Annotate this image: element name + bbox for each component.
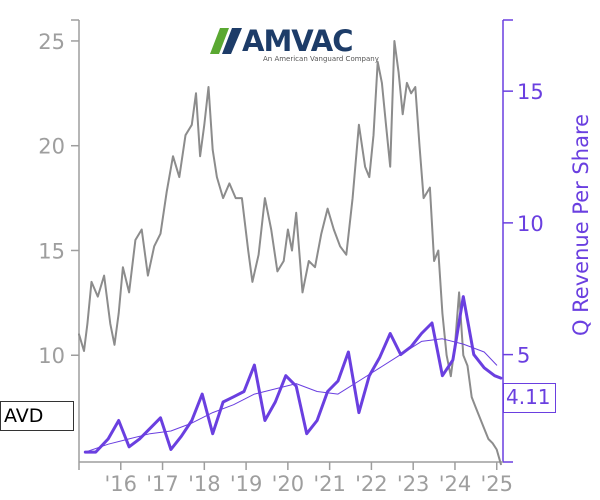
x-tick-label: '21 (313, 472, 346, 496)
x-tick-label: '24 (439, 472, 472, 496)
left-tick-label: 20 (38, 135, 65, 159)
price-line (78, 40, 502, 466)
x-tick-label: '20 (272, 472, 305, 496)
right-axis-label: Q Revenue Per Share (569, 113, 593, 337)
logo-mark-icon (210, 28, 242, 54)
left-tick-label: 25 (38, 30, 65, 54)
ticks-group: 10 15 20 25 5 10 15 '16 '17 '18 '19 '20 '21 '22 '23 '24… (38, 30, 543, 496)
right-tick-label: 15 (517, 80, 544, 104)
revenue-line (83, 295, 503, 454)
series-group (78, 40, 503, 466)
right-tick-label: 5 (517, 344, 530, 368)
x-tick-label: '22 (355, 472, 388, 496)
logo-tagline: An American Vanguard Company (263, 55, 379, 63)
left-tick-label: 10 (38, 344, 65, 368)
left-tick-label: 15 (38, 239, 65, 263)
last-value-badge: 4.11 (503, 383, 556, 413)
right-tick-label: 10 (517, 212, 544, 236)
axes-group (71, 19, 513, 463)
x-tick-label: '18 (188, 472, 221, 496)
x-tick-label: '19 (230, 472, 263, 496)
ticker-badge: AVD (0, 401, 74, 431)
logo-wordmark: AMVAC (242, 24, 354, 58)
company-logo: AMVAC An American Vanguard Company (210, 24, 379, 66)
revenue-trend-line (84, 338, 498, 453)
x-tick-label: '16 (105, 472, 138, 496)
x-tick-label: '23 (397, 472, 430, 496)
x-tick-label: '25 (480, 472, 513, 496)
x-tick-label: '17 (146, 472, 179, 496)
